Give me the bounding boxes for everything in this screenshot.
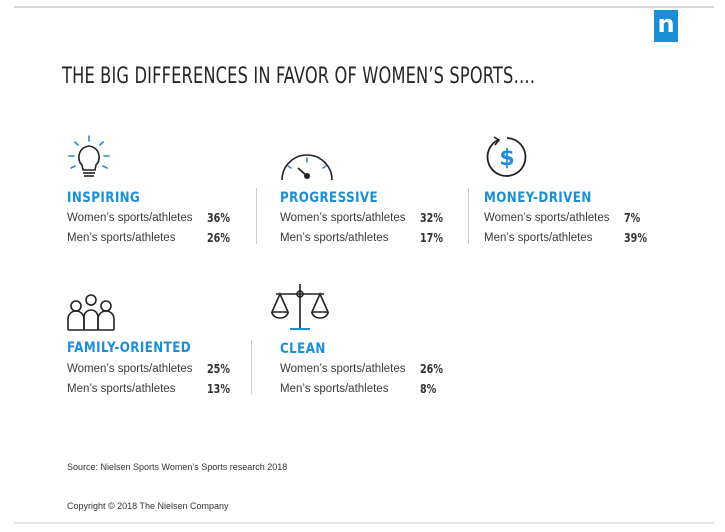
women-percentage: 36%: [207, 211, 230, 225]
svg-text:$: $: [499, 146, 514, 171]
top-divider: [14, 6, 714, 8]
men-row-label: Men’s sports/athletes: [280, 232, 389, 244]
men-row-label: Men’s sports/athletes: [67, 232, 176, 244]
women-percentage: 32%: [420, 211, 443, 225]
scales-icon: [270, 282, 330, 337]
men-percentage: 8%: [420, 382, 437, 396]
gauge-icon: [280, 152, 334, 187]
source-note: Source: Nielsen Sports Women’s Sports re…: [67, 462, 288, 472]
attribute-label: INSPIRING: [67, 190, 141, 206]
men-row-label: Men’s sports/athletes: [280, 383, 389, 395]
attribute-card-clean: CLEAN Women’s sports/athletes 26% Men’s …: [270, 282, 460, 402]
women-percentage: 25%: [207, 362, 230, 376]
women-row-label: Women’s sports/athletes: [484, 212, 610, 224]
women-percentage: 26%: [420, 362, 443, 376]
women-row: Women’s sports/athletes 36%: [67, 211, 237, 225]
men-row-label: Men’s sports/athletes: [484, 232, 593, 244]
lightbulb-icon: [67, 134, 111, 187]
bottom-divider: [14, 522, 714, 524]
attribute-label: CLEAN: [280, 341, 326, 357]
men-percentage: 39%: [624, 231, 647, 245]
men-row-label: Men’s sports/athletes: [67, 383, 176, 395]
men-row: Men’s sports/athletes 39%: [484, 231, 654, 245]
women-row: Women’s sports/athletes 7%: [484, 211, 654, 225]
women-row-label: Women’s sports/athletes: [67, 363, 193, 375]
men-percentage: 17%: [420, 231, 443, 245]
attribute-card-money-driven: $ MONEY-DRIVEN Women’s sports/athletes 7…: [484, 134, 674, 254]
page-title: THE BIG DIFFERENCES IN FAVOR OF WOMEN’S …: [62, 64, 536, 89]
women-row-label: Women’s sports/athletes: [280, 363, 406, 375]
women-row-label: Women’s sports/athletes: [67, 212, 193, 224]
nielsen-logo: n: [654, 10, 678, 42]
men-row: Men’s sports/athletes 8%: [280, 382, 450, 396]
attribute-card-progressive: PROGRESSIVE Women’s sports/athletes 32% …: [280, 134, 470, 254]
dollar-cycle-icon: $: [484, 134, 530, 185]
attribute-label: MONEY-DRIVEN: [484, 190, 592, 206]
column-divider: [251, 340, 252, 394]
column-divider: [256, 188, 257, 244]
attribute-label: PROGRESSIVE: [280, 190, 379, 206]
women-row: Women’s sports/athletes 26%: [280, 362, 450, 376]
attribute-card-inspiring: INSPIRING Women’s sports/athletes 36% Me…: [67, 134, 257, 254]
family-icon: [67, 292, 115, 337]
women-row-label: Women’s sports/athletes: [280, 212, 406, 224]
attribute-card-family-oriented: FAMILY-ORIENTED Women’s sports/athletes …: [67, 292, 257, 402]
men-row: Men’s sports/athletes 17%: [280, 231, 450, 245]
women-row: Women’s sports/athletes 32%: [280, 211, 450, 225]
men-row: Men’s sports/athletes 13%: [67, 382, 237, 396]
copyright-note: Copyright © 2018 The Nielsen Company: [67, 501, 229, 511]
women-row: Women’s sports/athletes 25%: [67, 362, 237, 376]
women-percentage: 7%: [624, 211, 641, 225]
men-row: Men’s sports/athletes 26%: [67, 231, 237, 245]
column-divider: [468, 188, 469, 244]
men-percentage: 13%: [207, 382, 230, 396]
attribute-label: FAMILY-ORIENTED: [67, 340, 192, 356]
men-percentage: 26%: [207, 231, 230, 245]
